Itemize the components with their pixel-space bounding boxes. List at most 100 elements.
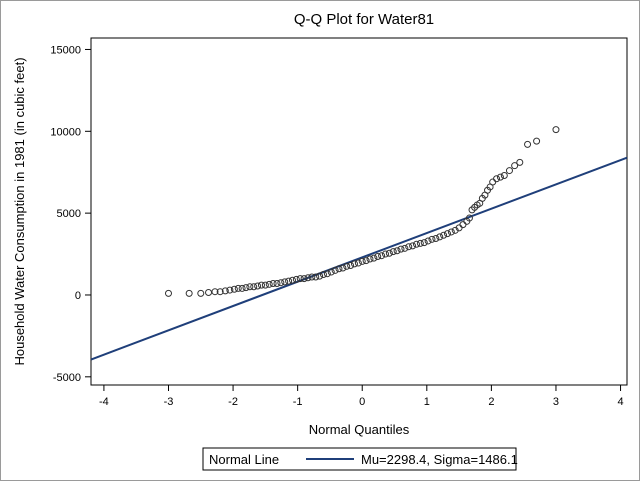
data-point (211, 288, 219, 296)
data-point (350, 260, 358, 268)
data-point (459, 221, 467, 229)
data-points (164, 126, 560, 297)
x-tick-label: -4 (99, 396, 109, 408)
data-point (465, 214, 473, 222)
data-point (440, 231, 448, 239)
data-point (304, 274, 312, 282)
data-point (331, 266, 339, 274)
data-point (292, 275, 300, 283)
data-point (412, 240, 420, 248)
data-point (257, 281, 265, 289)
data-point (393, 247, 401, 255)
data-point (273, 280, 281, 288)
data-point (500, 171, 508, 179)
x-axis: -4 -3 -2 -1 0 1 2 3 4 (99, 385, 624, 408)
data-point (197, 289, 205, 297)
data-point (424, 237, 432, 245)
data-point (300, 275, 308, 283)
data-point (552, 126, 560, 134)
data-point (397, 245, 405, 253)
legend-series-label: Mu=2298.4, Sigma=1486.1 (361, 452, 518, 467)
data-point (420, 239, 428, 247)
data-point (493, 175, 501, 183)
y-tick-label: -5000 (53, 372, 81, 384)
data-point (285, 277, 293, 285)
y-tick-label: 0 (75, 290, 81, 302)
legend: Normal Line Mu=2298.4, Sigma=1486.1 (202, 447, 518, 471)
legend-box (202, 447, 517, 471)
chart-title: Q-Q Plot for Water81 (294, 11, 434, 28)
data-point (335, 265, 343, 273)
legend-series-name: Normal Line (209, 452, 279, 467)
data-point (385, 249, 393, 257)
data-point (343, 262, 351, 270)
data-point (216, 288, 224, 296)
data-point (511, 162, 519, 170)
data-point (246, 283, 254, 291)
data-point (489, 178, 497, 186)
data-point (339, 264, 347, 272)
x-tick-label: 1 (424, 396, 430, 408)
data-point (443, 230, 451, 238)
data-point (265, 280, 273, 288)
x-tick-label: 3 (553, 396, 559, 408)
data-point (378, 252, 386, 260)
data-point (432, 235, 440, 243)
data-point (401, 244, 409, 252)
data-point (362, 257, 370, 265)
data-point (447, 228, 455, 236)
data-point (261, 281, 269, 289)
y-axis-label: Household Water Consumption in 1981 (in … (12, 57, 27, 365)
data-point (354, 259, 362, 267)
y-tick-label: 15000 (50, 44, 81, 56)
data-point (234, 284, 242, 292)
data-point (316, 272, 324, 280)
data-point (496, 173, 504, 181)
data-point (381, 250, 389, 258)
x-tick-label: 2 (488, 396, 494, 408)
data-point (347, 262, 355, 270)
x-tick-label: -3 (164, 396, 174, 408)
data-point (323, 270, 331, 278)
data-point (319, 271, 327, 279)
data-point (327, 268, 335, 276)
y-tick-label: 10000 (50, 126, 81, 138)
x-tick-label: -2 (228, 396, 238, 408)
x-tick-label: 0 (359, 396, 365, 408)
data-point (370, 254, 378, 262)
data-point (226, 286, 234, 294)
data-point (505, 167, 513, 175)
data-point (428, 235, 436, 243)
data-point (436, 233, 444, 241)
normal-reference-line (91, 156, 627, 361)
data-point (185, 289, 193, 297)
data-point (405, 243, 413, 251)
data-point (269, 280, 277, 288)
data-point (242, 284, 250, 292)
data-point (533, 137, 541, 145)
data-point (308, 273, 316, 281)
data-point (250, 283, 258, 291)
y-axis: -5000 0 5000 10000 15000 (50, 44, 91, 384)
plot-area (90, 37, 628, 386)
data-point (164, 289, 172, 297)
data-point (281, 278, 289, 286)
data-point (374, 253, 382, 261)
x-tick-label: 4 (617, 396, 623, 408)
x-tick-label: -1 (293, 396, 303, 408)
x-axis-label: Normal Quantiles (309, 422, 410, 437)
data-point (312, 273, 320, 281)
data-point (516, 158, 524, 166)
data-point (389, 248, 397, 256)
data-point (221, 287, 229, 295)
data-point (524, 140, 532, 148)
data-point (205, 289, 213, 297)
data-point (416, 239, 424, 247)
data-point (277, 279, 285, 287)
data-point (296, 275, 304, 283)
data-point (230, 285, 238, 293)
data-point (254, 282, 262, 290)
data-point (238, 284, 246, 292)
